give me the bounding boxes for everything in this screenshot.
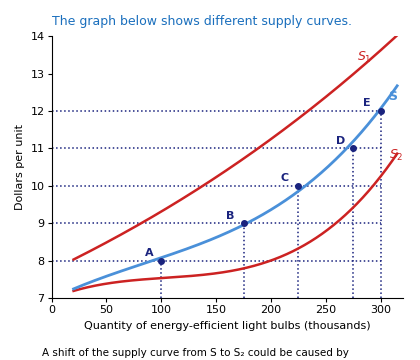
Text: The graph below shows different supply curves.: The graph below shows different supply c… (52, 15, 352, 28)
X-axis label: Quantity of energy-efficient light bulbs (thousands): Quantity of energy-efficient light bulbs… (84, 321, 370, 330)
Text: B: B (226, 211, 234, 221)
Text: A: A (145, 248, 153, 258)
Text: A shift of the supply curve from S to S₂ could be caused by: A shift of the supply curve from S to S₂… (42, 348, 349, 358)
Text: E: E (363, 99, 371, 108)
Y-axis label: Dollars per unit: Dollars per unit (15, 124, 25, 210)
Text: C: C (281, 173, 289, 183)
Text: $S_2$: $S_2$ (389, 148, 404, 163)
Text: S: S (388, 90, 397, 103)
Text: $S_1$: $S_1$ (357, 49, 371, 64)
Text: D: D (336, 136, 345, 146)
